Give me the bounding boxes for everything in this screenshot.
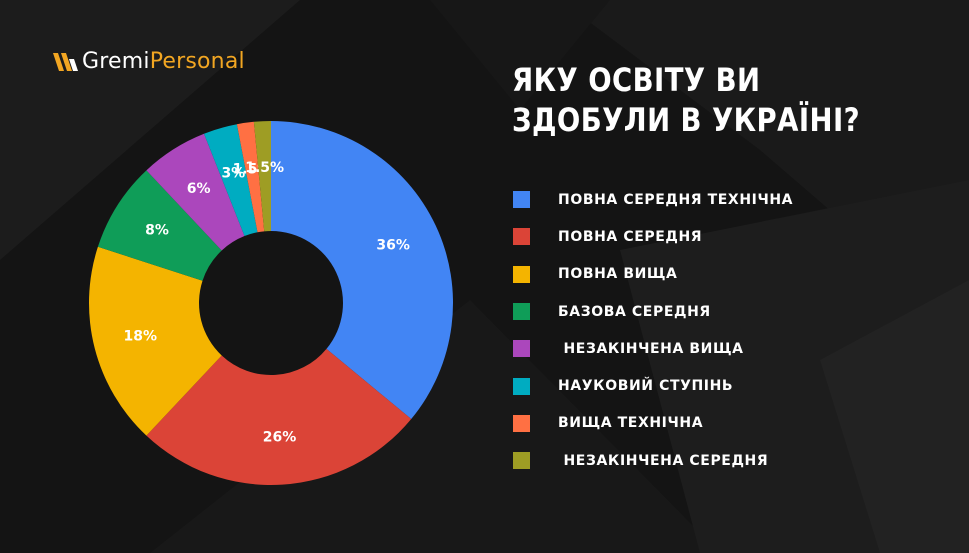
chart-title: ЯКУ ОСВІТУ ВИ ЗДОБУЛИ В УКРАЇНІ? xyxy=(512,60,873,140)
legend-swatch xyxy=(513,377,530,395)
legend-swatch xyxy=(513,265,530,283)
pie-slice xyxy=(271,121,453,420)
pie-slice xyxy=(88,246,222,436)
legend-item: НЕЗАКІНЧЕНА ВИЩА xyxy=(513,330,943,367)
pie-slice xyxy=(253,121,271,232)
legend-item: ПОВНА СЕРЕДНЯ ТЕХНІЧНА xyxy=(513,181,943,218)
legend-swatch xyxy=(513,340,530,358)
legend-swatch xyxy=(513,414,530,432)
legend-item: НЕЗАКІНЧЕНА СЕРЕДНЯ xyxy=(513,442,943,479)
slice-value-label: 18% xyxy=(123,329,157,345)
legend-swatch xyxy=(513,452,530,470)
legend-label: БАЗОВА СЕРЕДНЯ xyxy=(558,303,711,320)
slice-value-label: 3% xyxy=(221,165,245,181)
pie-slice xyxy=(146,133,245,251)
legend-swatch xyxy=(513,303,530,321)
slice-value-label: 1.5% xyxy=(245,160,284,176)
brand-name-part2: Personal xyxy=(149,49,245,74)
slice-value-label: 36% xyxy=(376,238,410,254)
chart-title-line2: ЗДОБУЛИ В УКРАЇНІ? xyxy=(512,101,861,139)
legend-label: НЕЗАКІНЧЕНА СЕРЕДНЯ xyxy=(558,452,769,469)
chart-legend: ПОВНА СЕРЕДНЯ ТЕХНІЧНА ПОВНА СЕРЕДНЯ ПОВНА… xyxy=(513,181,943,479)
legend-swatch xyxy=(513,228,530,246)
slice-value-label: 26% xyxy=(263,430,297,446)
pie-slice xyxy=(146,348,412,485)
pie-slice xyxy=(236,121,265,233)
slice-value-label: 8% xyxy=(145,223,169,239)
legend-item: НАУКОВИЙ СТУПІНЬ xyxy=(513,367,943,404)
legend-item: БАЗОВА СЕРЕДНЯ xyxy=(513,293,943,330)
legend-item: ВИЩА ТЕХНІЧНА xyxy=(513,405,943,442)
legend-label: ПОВНА СЕРЕДНЯ xyxy=(558,228,703,245)
brand-name-part1: Gremi xyxy=(82,49,150,74)
pie-slice xyxy=(97,170,222,281)
slice-value-label: 6% xyxy=(187,181,211,197)
donut-chart: 36% 26% 18% 8% 6% 3% 1.5% 1.5% xyxy=(80,112,462,494)
pie-slice xyxy=(204,124,258,237)
brand-logo: GremiPersonal xyxy=(52,47,245,77)
legend-label: ПОВНА СЕРЕДНЯ ТЕХНІЧНА xyxy=(558,191,794,208)
legend-label: НАУКОВИЙ СТУПІНЬ xyxy=(558,378,734,395)
legend-label: НЕЗАКІНЧЕНА ВИЩА xyxy=(558,340,744,357)
brand-name: GremiPersonal xyxy=(82,47,245,77)
donut-chart-svg: 36%26%18%8%6%3%1.5%1.5% xyxy=(88,121,453,485)
legend-label: ПОВНА ВИЩА xyxy=(558,266,678,283)
legend-swatch xyxy=(513,191,530,209)
legend-item: ПОВНА ВИЩА xyxy=(513,256,943,293)
legend-label: ВИЩА ТЕХНІЧНА xyxy=(558,415,704,432)
legend-item: ПОВНА СЕРЕДНЯ xyxy=(513,218,943,255)
logo-mark-icon xyxy=(53,53,78,71)
chart-title-line1: ЯКУ ОСВІТУ ВИ xyxy=(512,61,761,99)
